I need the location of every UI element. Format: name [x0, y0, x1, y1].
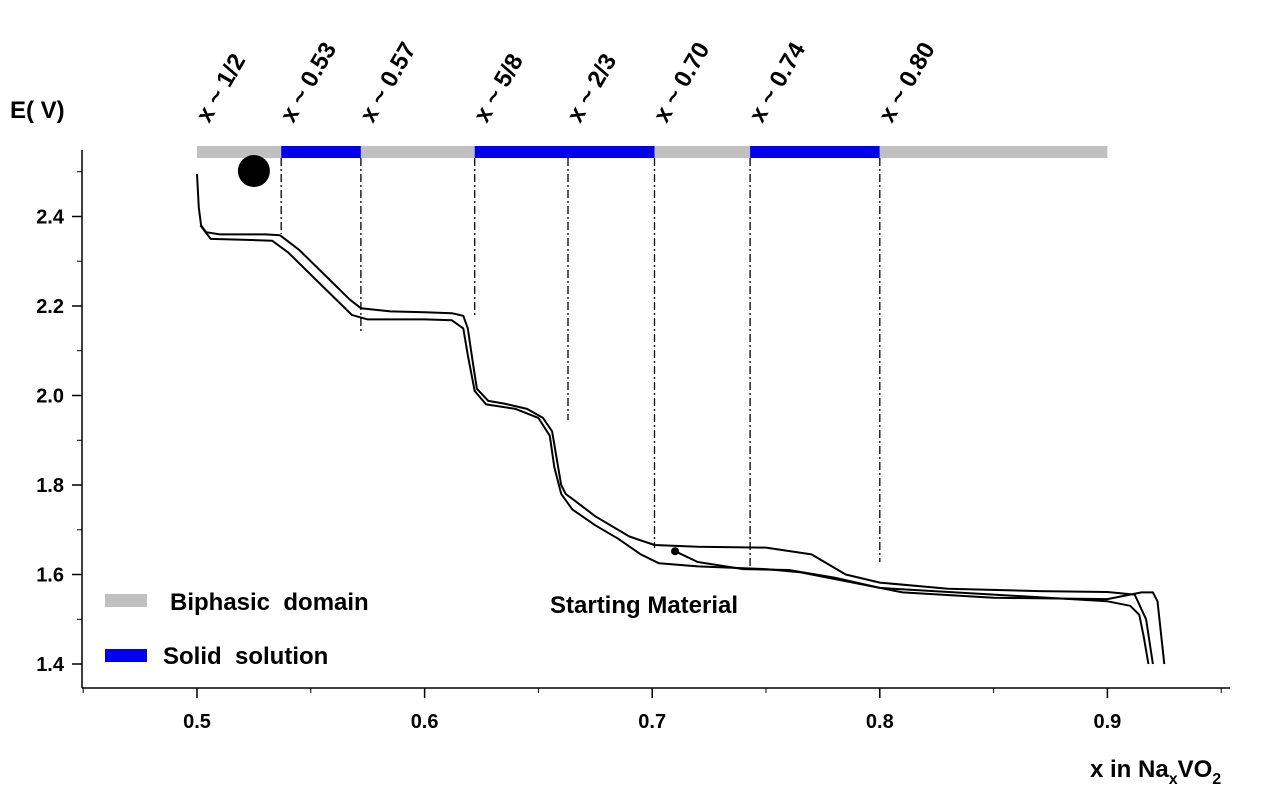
y-tick-label-1: 1.6 [36, 565, 64, 587]
x-tick-label-3: 0.8 [866, 711, 894, 733]
composition-labels: x ~ 1/2 x ~ 0.53 x ~ 0.57 x ~ 5/8 x ~ 2/3 x ~… [191, 37, 941, 127]
domain-bar [197, 146, 1108, 187]
x-axis-label-sub-2: 2 [1212, 771, 1221, 787]
y-tick-label-4: 2.2 [36, 296, 64, 318]
region-marker-dot [237, 155, 270, 187]
y-tick-label-2: 1.8 [36, 475, 64, 497]
phase-boundary-lines [280, 158, 881, 566]
x-axis-label-mid: VO [1178, 756, 1213, 783]
domain-segment-biphasic-4 [654, 146, 751, 158]
starting-point-marker [671, 547, 679, 556]
domain-segment-solid-5 [750, 146, 880, 158]
composition-label-2: x ~ 0.57 [355, 38, 422, 127]
ticks: 0.5 0.6 0.7 0.8 0.9 1.4 1.6 1.8 2.0 2.2 2.4 [36, 171, 1222, 733]
y-tick-label-5: 2.4 [36, 207, 65, 229]
legend-label-biphasic: Biphasic domain [170, 589, 369, 616]
y-tick-label-3: 2.0 [36, 386, 64, 408]
y-axis-label: E( V) [10, 97, 65, 124]
domain-segment-solid-1 [281, 146, 361, 158]
x-tick-label-4: 0.9 [1093, 711, 1121, 733]
composition-label-7: x ~ 0.80 [874, 38, 941, 127]
composition-label-0: x ~ 1/2 [191, 49, 251, 127]
composition-label-4: x ~ 2/3 [562, 49, 622, 127]
x-axis-label: x in NaxVO2 [1090, 756, 1221, 787]
voltage-curves [196, 173, 1166, 665]
domain-segment-solid-3 [474, 146, 655, 158]
voltage-curve-2 [674, 550, 1150, 665]
axes [81, 150, 1230, 689]
domain-segment-biphasic-2 [360, 146, 475, 158]
voltage-curve-0 [196, 173, 1154, 665]
legend-label-solid: Solid solution [163, 643, 328, 670]
x-tick-label-1: 0.6 [411, 711, 439, 733]
domain-segment-biphasic-6 [879, 146, 1108, 158]
legend: Biphasic domain Solid solution [105, 589, 369, 670]
x-tick-label-0: 0.5 [183, 711, 211, 733]
composition-label-3: x ~ 5/8 [469, 49, 529, 127]
composition-label-1: x ~ 0.53 [275, 38, 342, 127]
voltage-curve-1 [199, 224, 1166, 665]
composition-label-6: x ~ 0.74 [744, 37, 811, 127]
legend-swatch-biphasic [105, 594, 147, 607]
x-axis-label-prefix: x in Na [1090, 756, 1169, 783]
starting-material-annotation: Starting Material [550, 592, 738, 619]
x-tick-label-2: 0.7 [638, 711, 666, 733]
domain-segment-biphasic-0 [197, 146, 282, 158]
y-tick-label-0: 1.4 [36, 654, 65, 676]
x-axis-label-sub-x: x [1169, 771, 1178, 787]
legend-swatch-solid [105, 649, 147, 662]
composition-label-5: x ~ 0.70 [648, 38, 715, 127]
